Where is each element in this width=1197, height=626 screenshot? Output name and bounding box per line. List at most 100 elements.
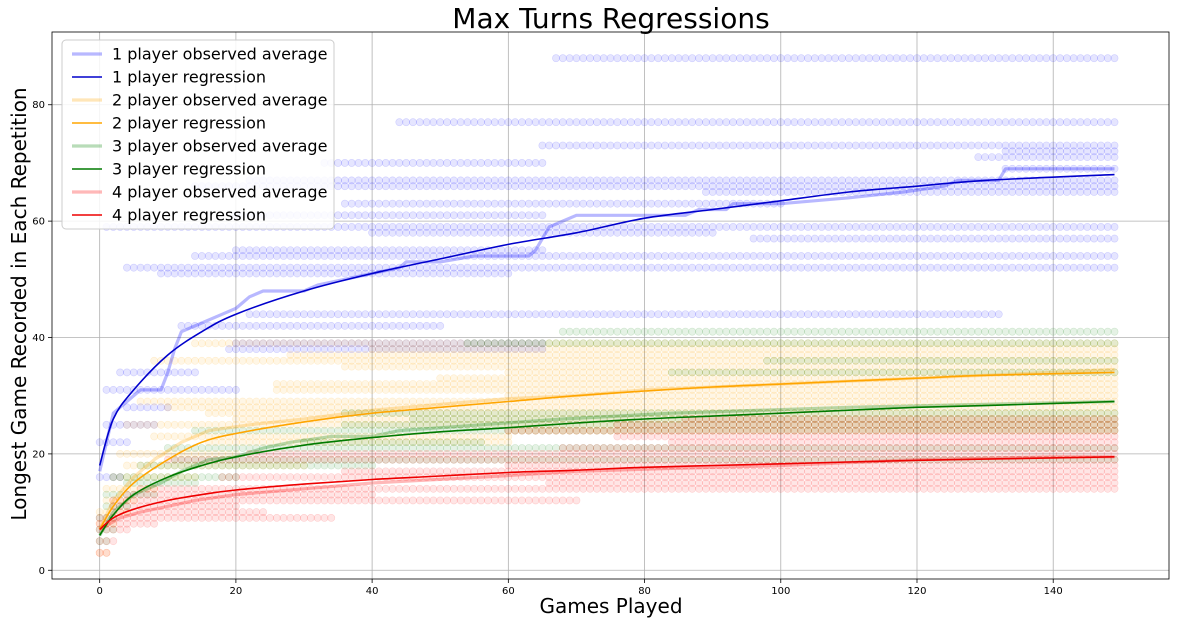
scatter-point bbox=[511, 339, 520, 348]
scatter-point bbox=[1076, 234, 1085, 243]
scatter-point bbox=[722, 223, 731, 231]
scatter-point bbox=[177, 269, 186, 278]
scatter-point bbox=[558, 54, 567, 63]
scatter-point bbox=[674, 54, 683, 63]
scatter-point bbox=[436, 263, 445, 272]
scatter-point bbox=[1015, 153, 1024, 162]
scatter-point bbox=[579, 54, 588, 63]
scatter-point bbox=[599, 182, 608, 191]
scatter-point bbox=[661, 223, 669, 231]
scatter-point bbox=[879, 176, 887, 185]
scatter-point bbox=[770, 176, 778, 185]
scatter-point bbox=[892, 339, 901, 348]
scatter-point bbox=[477, 199, 485, 208]
scatter-point bbox=[947, 263, 955, 272]
scatter-point bbox=[606, 141, 615, 150]
scatter-point bbox=[1076, 118, 1085, 127]
scatter-point bbox=[238, 252, 247, 260]
scatter-point bbox=[736, 252, 744, 260]
scatter-point bbox=[661, 228, 669, 237]
scatter-point bbox=[899, 54, 908, 63]
scatter-point bbox=[361, 385, 370, 394]
scatter-point bbox=[245, 356, 254, 365]
scatter-point bbox=[259, 356, 268, 365]
scatter-point bbox=[913, 54, 921, 63]
scatter-point bbox=[933, 188, 942, 196]
scatter-point bbox=[919, 310, 928, 319]
scatter-point bbox=[919, 368, 928, 377]
scatter-point bbox=[422, 252, 431, 260]
scatter-point bbox=[409, 228, 417, 237]
scatter-point bbox=[347, 339, 356, 348]
scatter-point bbox=[919, 234, 928, 243]
scatter-point bbox=[674, 141, 683, 150]
scatter-point bbox=[824, 223, 833, 231]
scatter-point bbox=[286, 269, 295, 278]
scatter-point bbox=[851, 368, 860, 377]
scatter-point bbox=[572, 118, 581, 127]
scatter-point bbox=[1042, 164, 1051, 173]
scatter-point bbox=[770, 141, 778, 150]
scatter-point bbox=[858, 368, 867, 377]
scatter-point bbox=[974, 54, 983, 63]
scatter-point bbox=[484, 310, 492, 319]
scatter-point bbox=[817, 327, 826, 336]
scatter-point bbox=[988, 141, 996, 150]
scatter-point bbox=[783, 252, 792, 260]
scatter-point bbox=[647, 263, 656, 272]
scatter-point bbox=[974, 356, 983, 365]
scatter-point bbox=[422, 176, 431, 185]
scatter-point bbox=[708, 368, 717, 377]
scatter-point bbox=[981, 153, 990, 162]
scatter-point bbox=[804, 182, 812, 191]
scatter-point bbox=[361, 199, 370, 208]
scatter-point bbox=[681, 182, 690, 191]
scatter-point bbox=[381, 199, 390, 208]
scatter-point bbox=[422, 182, 431, 191]
scatter-point bbox=[722, 182, 731, 191]
scatter-point bbox=[197, 263, 206, 272]
scatter-point bbox=[361, 159, 370, 167]
scatter-point bbox=[443, 118, 451, 127]
scatter-point bbox=[422, 269, 431, 278]
scatter-point bbox=[558, 252, 567, 260]
scatter-point bbox=[647, 141, 656, 150]
scatter-point bbox=[381, 385, 390, 394]
scatter-point bbox=[776, 327, 785, 336]
scatter-point bbox=[354, 339, 363, 348]
scatter-point bbox=[865, 118, 874, 127]
scatter-point bbox=[797, 339, 806, 348]
scatter-point bbox=[1049, 356, 1058, 365]
scatter-point bbox=[545, 141, 554, 150]
scatter-point bbox=[123, 461, 131, 470]
scatter-point bbox=[919, 263, 928, 272]
scatter-point bbox=[497, 199, 506, 208]
scatter-point bbox=[231, 356, 240, 365]
scatter-point bbox=[1015, 54, 1024, 63]
scatter-point bbox=[395, 223, 404, 231]
scatter-point bbox=[695, 339, 703, 348]
scatter-point bbox=[749, 339, 758, 348]
scatter-point bbox=[633, 176, 642, 185]
scatter-point bbox=[415, 118, 424, 127]
scatter-point bbox=[633, 223, 642, 231]
scatter-point bbox=[1028, 164, 1037, 173]
scatter-point bbox=[797, 141, 806, 150]
scatter-point bbox=[456, 263, 465, 272]
scatter-point bbox=[974, 327, 983, 336]
scatter-point bbox=[633, 182, 642, 191]
scatter-point bbox=[919, 356, 928, 365]
scatter-point bbox=[844, 327, 853, 336]
scatter-point bbox=[708, 223, 717, 231]
scatter-point bbox=[1062, 263, 1071, 272]
scatter-point bbox=[497, 176, 506, 185]
scatter-point bbox=[150, 356, 159, 365]
scatter-point bbox=[947, 339, 955, 348]
scatter-point bbox=[661, 252, 669, 260]
scatter-point bbox=[170, 368, 179, 377]
scatter-point bbox=[449, 176, 458, 185]
scatter-point bbox=[674, 118, 683, 127]
scatter-point bbox=[947, 223, 955, 231]
scatter-point bbox=[1035, 182, 1044, 191]
scatter-point bbox=[790, 223, 799, 231]
